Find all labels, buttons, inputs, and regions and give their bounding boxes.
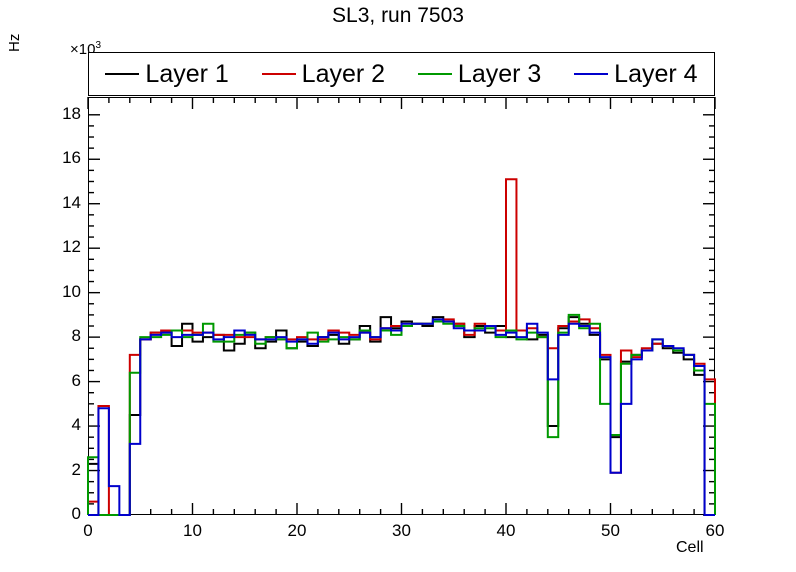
legend-item-label: Layer 3 [457, 59, 542, 88]
x-tick-label: 60 [705, 521, 725, 540]
y-tick-label: 16 [62, 148, 81, 168]
legend-swatch-line-icon [261, 72, 296, 76]
legend-swatch-line-icon [574, 72, 609, 76]
legend-item-4: Layer 4 [574, 59, 698, 88]
y-axis-label: Hz [6, 33, 23, 52]
y-tick-label: 2 [71, 459, 81, 479]
legend-item-label: Layer 2 [301, 59, 386, 88]
y-tick-label: 6 [71, 370, 81, 390]
legend-swatch-line-icon [417, 72, 452, 76]
x-axis-label: Cell [676, 539, 704, 556]
x-tick-label: 40 [496, 521, 516, 540]
x-tick-label: 10 [183, 521, 202, 540]
y-tick-label: 4 [71, 415, 81, 435]
y-tick-label: 10 [62, 281, 81, 301]
y-tick-label: 8 [71, 326, 81, 346]
x-tick-label: 20 [287, 521, 307, 540]
legend-item-label: Layer 4 [614, 59, 698, 88]
x-tick-label: 0 [83, 521, 93, 540]
y-axis-multiplier-exponent: 3 [95, 40, 102, 51]
x-tick-label: 30 [392, 521, 411, 540]
legend-item-label: Layer 1 [145, 59, 229, 88]
legend-item-1: Layer 1 [105, 59, 229, 88]
plot-canvas [87, 97, 716, 516]
legend-item-2: Layer 2 [261, 59, 386, 88]
y-tick-label: 0 [71, 504, 81, 523]
legend-swatch-line-icon [105, 72, 140, 76]
page-title: SL3, run 7503 [332, 4, 464, 27]
y-tick-label: 18 [62, 103, 81, 123]
y-tick-label: 14 [62, 192, 81, 212]
x-tick-label: 50 [601, 521, 620, 540]
series-line-4 [88, 318, 715, 516]
legend: Layer 1 Layer 2 Layer 3 Layer 4 [88, 52, 715, 96]
legend-item-3: Layer 3 [417, 59, 542, 88]
y-tick-label: 12 [62, 237, 81, 257]
